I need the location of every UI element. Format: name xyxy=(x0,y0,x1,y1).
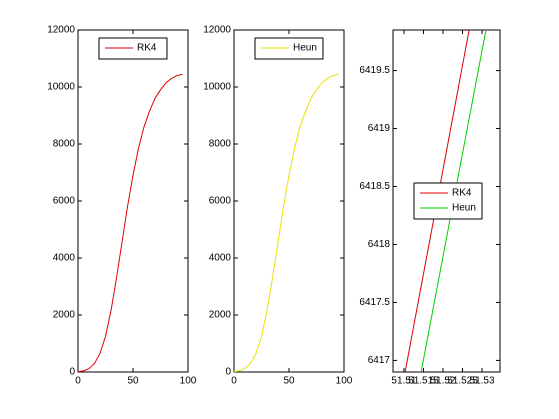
y-tick-label: 6417.5 xyxy=(359,297,390,308)
x-tick-label: 51.515 xyxy=(408,376,439,387)
x-tick-label: 51.52 xyxy=(430,376,455,387)
x-tick-label: 100 xyxy=(336,376,353,387)
axes-box xyxy=(233,29,345,373)
y-tick-label: 6000 xyxy=(209,196,232,207)
y-tick-label: 6417 xyxy=(368,355,391,366)
legend-label: RK4 xyxy=(452,188,472,199)
y-tick-label: 6419.5 xyxy=(359,65,390,76)
legend-label: Heun xyxy=(452,203,476,214)
x-tick-label: 0 xyxy=(75,376,81,387)
y-tick-label: 10000 xyxy=(203,82,231,93)
x-tick-label: 100 xyxy=(180,376,197,387)
legend-box xyxy=(413,182,483,220)
legend-label: Heun xyxy=(293,43,317,54)
y-tick-label: 6418.5 xyxy=(359,181,390,192)
y-tick-label: 6000 xyxy=(53,196,76,207)
x-tick-label: 50 xyxy=(127,376,139,387)
y-tick-label: 0 xyxy=(225,367,231,378)
y-tick-label: 10000 xyxy=(47,82,75,93)
legend-label: RK4 xyxy=(137,43,157,54)
y-tick-label: 8000 xyxy=(53,139,76,150)
x-tick-label: 51.53 xyxy=(470,376,495,387)
y-tick-label: 0 xyxy=(69,367,75,378)
x-tick-label: 51.525 xyxy=(447,376,478,387)
y-tick-label: 12000 xyxy=(203,25,231,36)
y-tick-label: 6418 xyxy=(368,239,391,250)
axes-box xyxy=(77,29,189,373)
line xyxy=(77,73,183,373)
y-tick-label: 6419 xyxy=(368,123,391,134)
x-tick-label: 0 xyxy=(231,376,237,387)
x-tick-label: 50 xyxy=(283,376,295,387)
y-tick-label: 2000 xyxy=(209,310,232,321)
y-tick-label: 8000 xyxy=(209,139,232,150)
y-tick-label: 4000 xyxy=(53,253,76,264)
y-tick-label: 2000 xyxy=(53,310,76,321)
y-tick-label: 4000 xyxy=(209,253,232,264)
line xyxy=(233,73,339,373)
y-tick-label: 12000 xyxy=(47,25,75,36)
x-tick-label: 51.51 xyxy=(391,376,416,387)
